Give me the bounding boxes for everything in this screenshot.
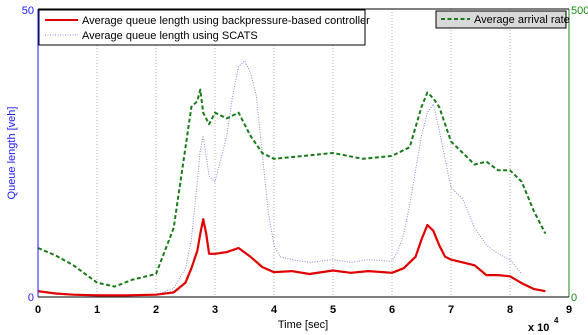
x-tick-label: 9 [566,304,572,316]
x-tick-label: 8 [507,304,513,316]
x-exponent-power: 4 [554,316,559,325]
series-line-scats [37,60,523,296]
legend-right-box [435,10,567,29]
x-tick-label: 1 [94,304,100,316]
legend-label-arrival: Average arrival rate [474,14,570,26]
x-tick-labels: 0 1 2 3 4 5 6 7 8 9 [35,304,572,316]
x-tick-label: 6 [389,304,395,316]
y-right-tick-bottom: 0 [571,292,577,304]
x-tick-label: 2 [153,304,159,316]
y-right-tick-top: 500 [571,5,588,17]
x-tick-label: 4 [271,304,278,316]
legend-label-scats: Average queue length using SCATS [82,30,258,42]
legend-right: Average arrival rate [435,10,570,29]
x-tick-label: 0 [35,304,41,316]
x-tick-label: 3 [212,304,218,316]
x-exponent-label: x 10 [528,322,549,334]
x-tick-label: 5 [330,304,336,316]
series-line-backpressure [37,218,546,297]
legend-label-backpressure: Average queue length using backpressure-… [82,15,370,27]
plot-area [38,9,569,297]
y-axis-label: Queue length [veh] [6,107,18,200]
y-left-tick-top: 50 [22,5,34,17]
y-left-tick-bottom: 0 [28,292,34,304]
x-tick-label: 7 [448,304,454,316]
legend-left: Average queue length using backpressure-… [38,9,370,46]
series-layer [37,60,547,297]
x-axis-label: Time [sec] [278,319,328,331]
legend-left-box [38,9,366,46]
series-line-arrival [37,88,547,288]
